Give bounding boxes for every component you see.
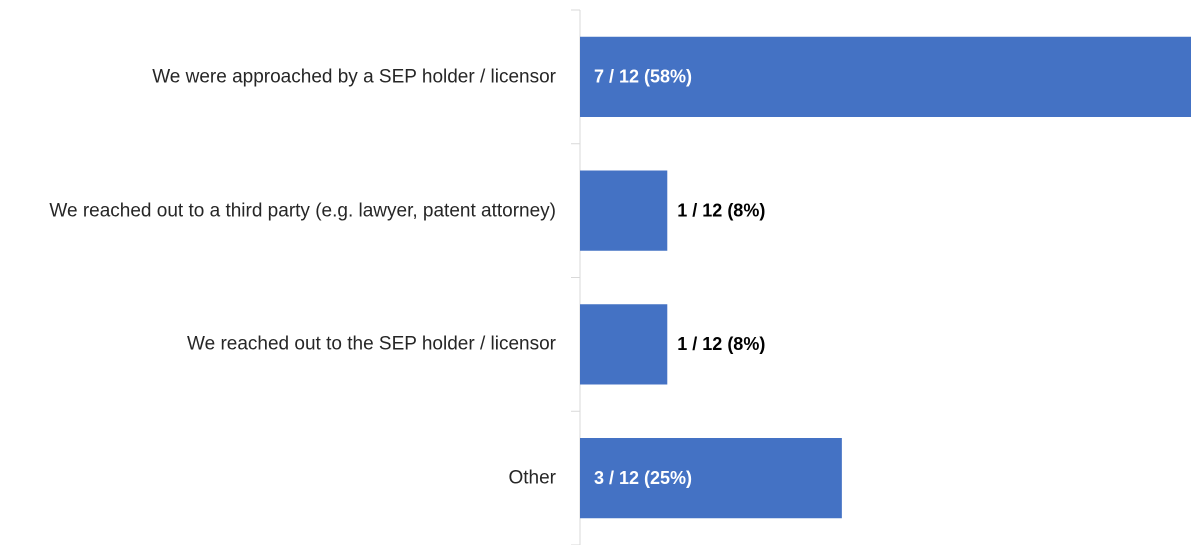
bar <box>580 304 668 385</box>
bar <box>580 438 842 519</box>
category-label: Other <box>508 467 556 489</box>
value-label: 1 / 12 (8%) <box>677 334 765 354</box>
value-label: 3 / 12 (25%) <box>594 468 692 488</box>
value-label: 1 / 12 (8%) <box>677 200 765 220</box>
bar <box>580 170 668 251</box>
category-label: We were approached by a SEP holder / lic… <box>152 66 556 88</box>
bar <box>580 36 1191 117</box>
category-label: We reached out to the SEP holder / licen… <box>187 333 556 355</box>
value-label: 7 / 12 (58%) <box>594 67 692 87</box>
category-label: We reached out to a third party (e.g. la… <box>49 200 556 222</box>
